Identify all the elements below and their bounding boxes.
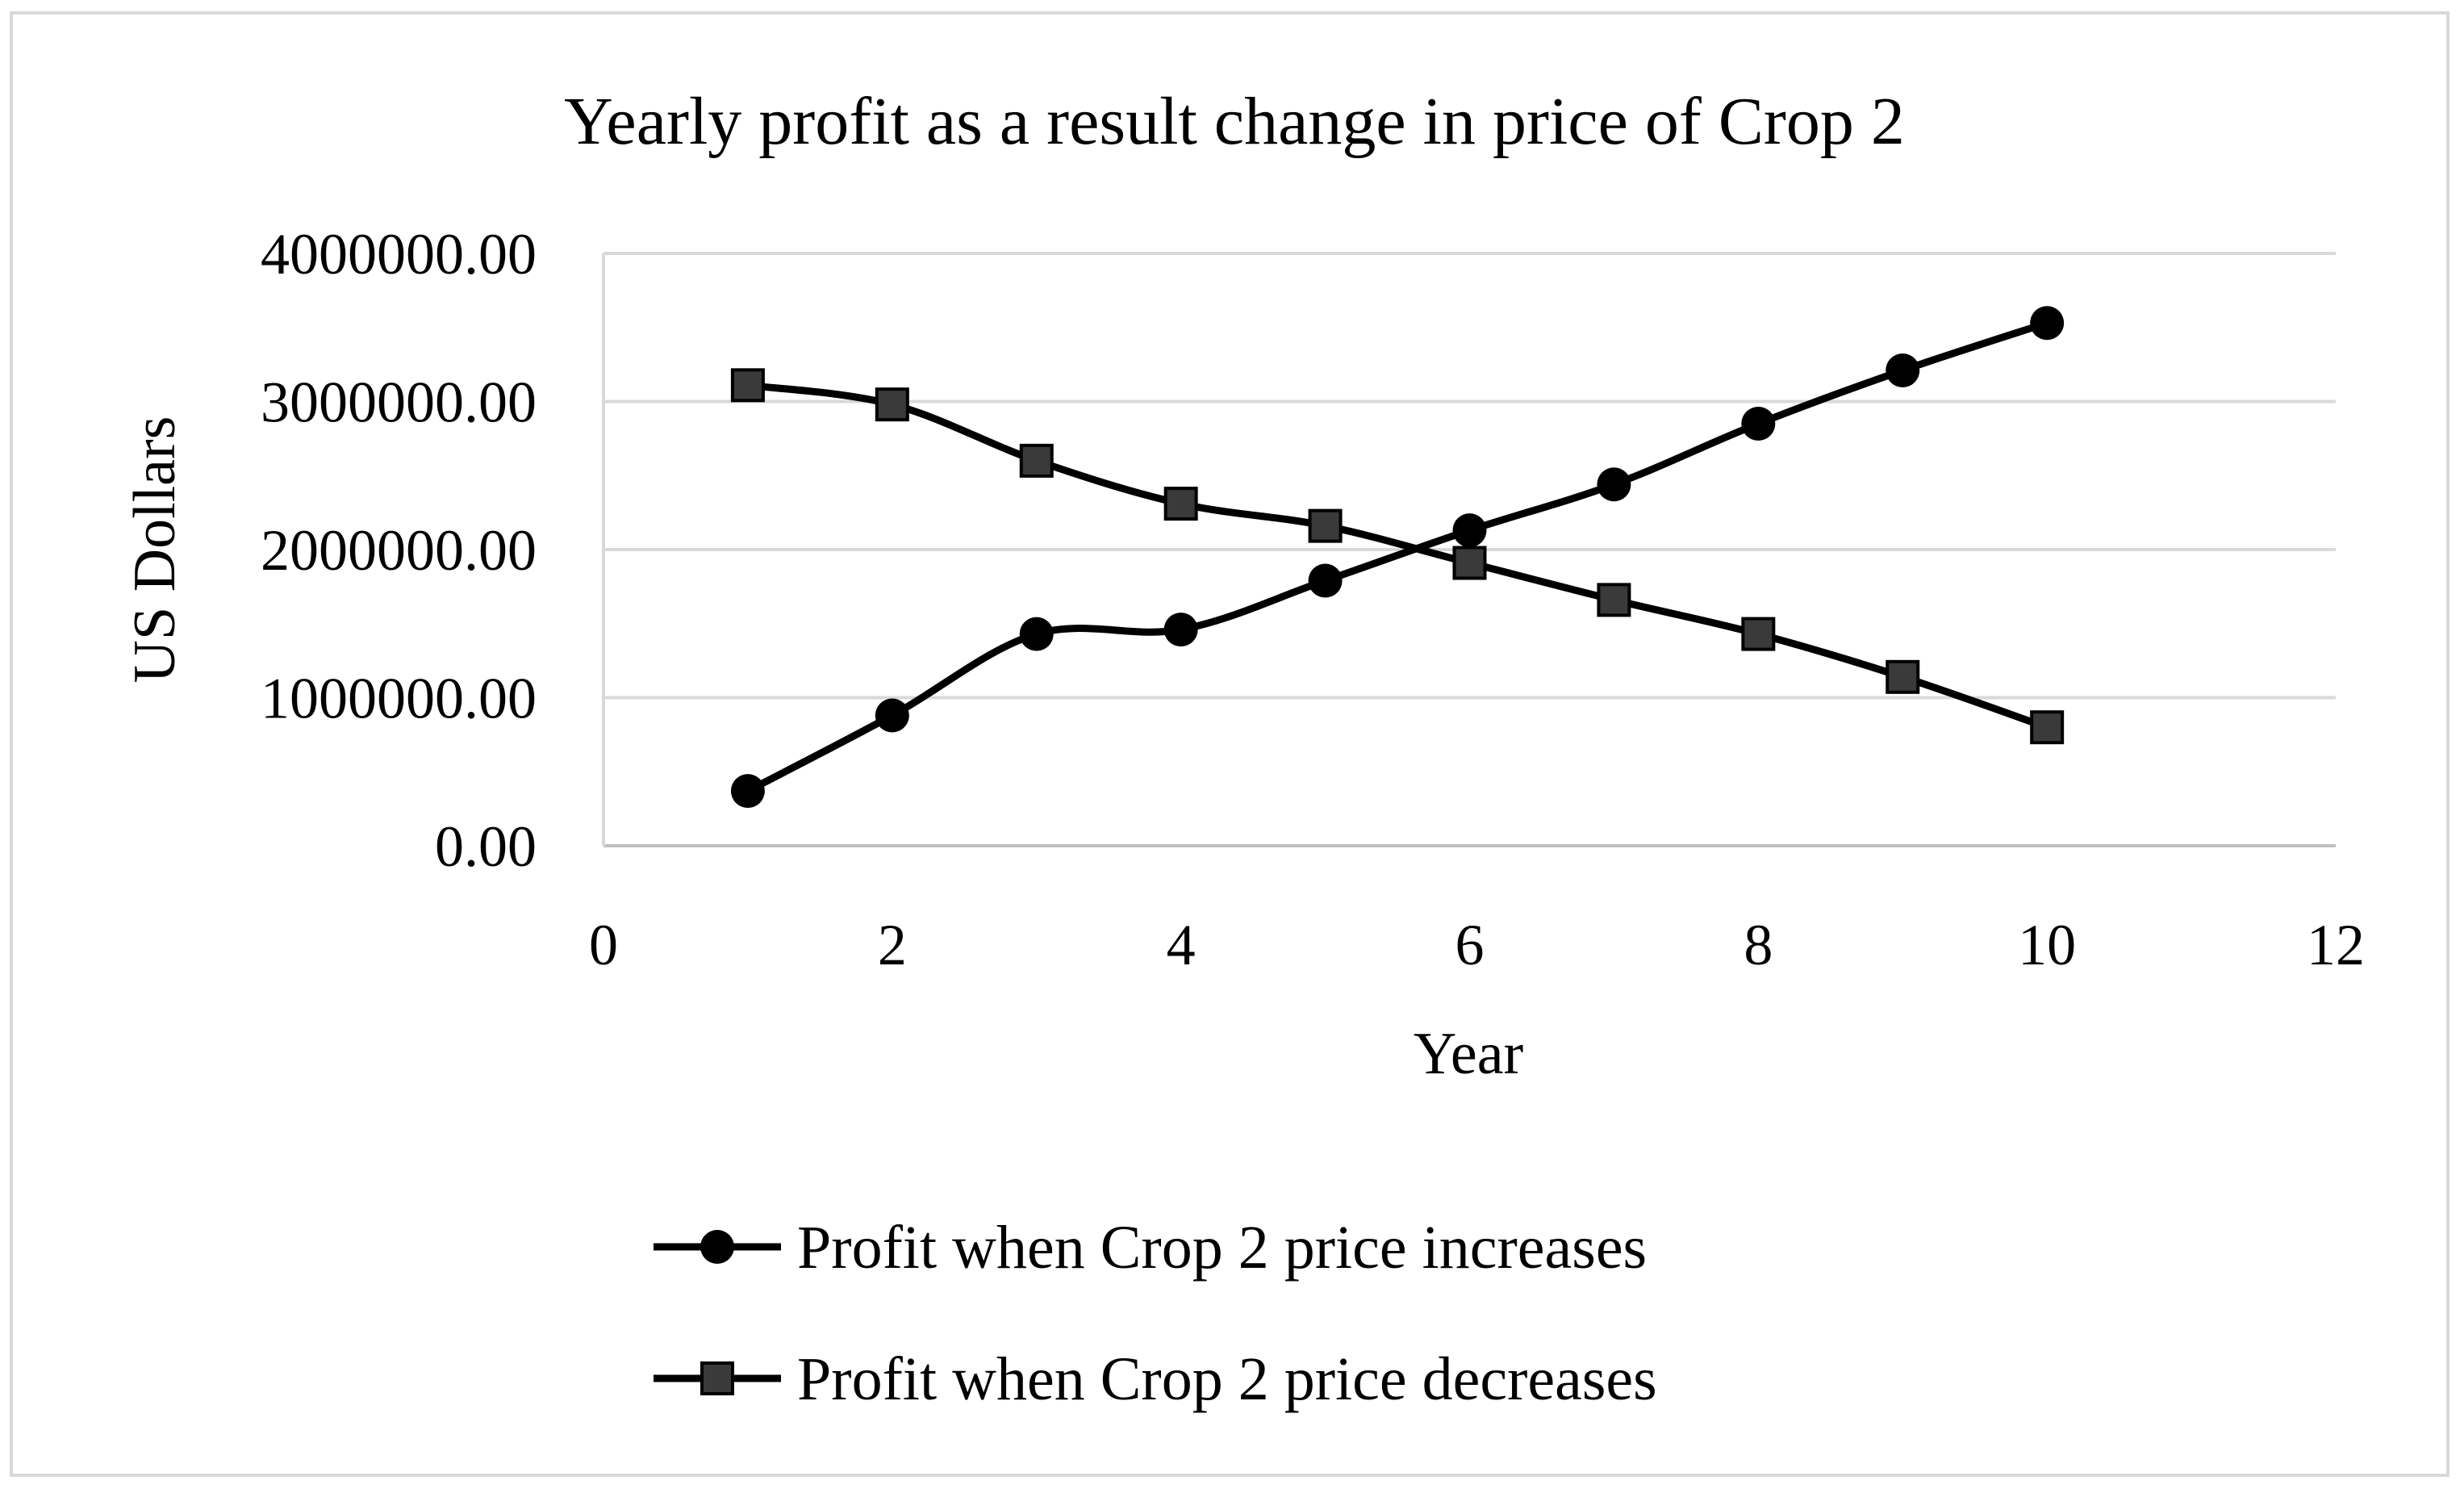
series-2: [730, 368, 2065, 745]
legend-item: Profit when Crop 2 price increases: [654, 1214, 1647, 1282]
data-point-circle: [1452, 513, 1487, 548]
data-point-circle: [1019, 617, 1054, 651]
data-point-square: [1741, 617, 1776, 651]
data-point-square: [730, 368, 765, 403]
gridlines: [603, 252, 2336, 700]
data-point-square: [875, 387, 909, 422]
x-axis-ticks: 0 2 4 6 8 10 12: [589, 913, 2365, 977]
chart-title: Yearly profit as a result change in pric…: [564, 84, 1905, 159]
y-axis-label: US Dollars: [122, 416, 188, 684]
data-point-circle: [1597, 467, 1631, 502]
series-1: [730, 306, 2065, 809]
legend-item: Profit when Crop 2 price decreases: [654, 1345, 1657, 1413]
legend-marker-circle: [700, 1230, 734, 1264]
y-tick-label: 0.00: [435, 814, 537, 879]
x-tick-label: 4: [1167, 913, 1196, 977]
data-point-circle: [1741, 407, 1776, 441]
series-layer: [730, 306, 2065, 809]
data-point-circle: [2030, 306, 2065, 341]
data-point-circle: [1308, 563, 1343, 598]
data-point-square: [2030, 710, 2065, 745]
x-axis-label: Year: [1414, 1021, 1523, 1087]
x-tick-label: 0: [589, 913, 618, 977]
data-point-circle: [875, 698, 909, 733]
data-point-circle: [1163, 613, 1198, 647]
legend: Profit when Crop 2 price increases Profit…: [654, 1214, 1657, 1413]
data-point-square: [1886, 659, 1920, 694]
data-point-square: [1308, 508, 1343, 543]
legend-label: Profit when Crop 2 price decreases: [797, 1345, 1657, 1413]
data-point-square: [1597, 583, 1631, 617]
data-point-square: [1163, 487, 1198, 521]
x-tick-label: 2: [878, 913, 907, 977]
legend-label: Profit when Crop 2 price increases: [797, 1214, 1647, 1282]
y-tick-label: 2000000.00: [261, 518, 537, 583]
y-tick-label: 4000000.00: [261, 222, 537, 286]
y-tick-label: 3000000.00: [261, 370, 537, 435]
series-line: [744, 319, 2051, 795]
x-tick-label: 12: [2307, 913, 2365, 977]
data-point-circle: [730, 774, 765, 809]
series-line: [744, 381, 2051, 731]
y-axis-ticks: 0.00 1000000.00 2000000.00 3000000.00 400000…: [261, 222, 537, 879]
data-point-square: [1452, 546, 1487, 580]
data-point-square: [1019, 443, 1054, 478]
y-tick-label: 1000000.00: [261, 667, 537, 731]
x-tick-label: 8: [1744, 913, 1773, 977]
data-point-circle: [1886, 353, 1920, 387]
x-tick-label: 6: [1455, 913, 1485, 977]
x-tick-label: 10: [2018, 913, 2076, 977]
legend-marker-square: [700, 1361, 734, 1395]
